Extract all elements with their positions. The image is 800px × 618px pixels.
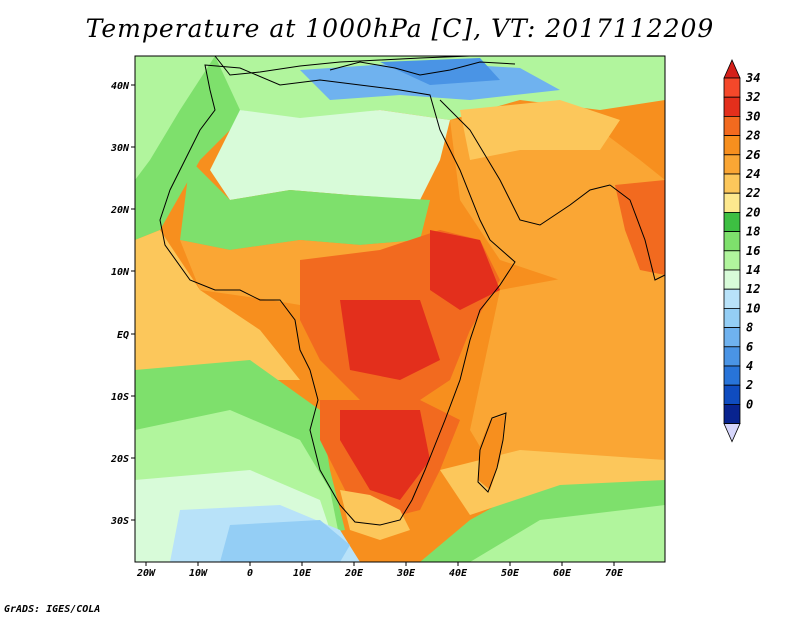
legend-level-label: 22 [745,186,760,200]
legend-level-label: 12 [746,282,760,296]
legend-level-label: 16 [746,244,760,258]
legend-swatch [723,135,741,156]
lon-label: 50E [501,568,520,579]
south-indian-mild [470,505,665,562]
south-atlantic-deep [220,520,350,562]
india-coastline [609,184,666,281]
legend-level-label: 20 [745,205,760,219]
legend-swatch [723,211,741,232]
atlantic-tropical-warm [135,230,300,380]
legend-level-label: 18 [746,225,760,239]
legend-level-label: 34 [745,71,760,85]
legend-level-label: 30 [745,109,760,123]
legend-swatch [723,288,741,309]
temperature-field [135,56,665,562]
legend-swatch [723,154,741,175]
grads-credit: GrADS: IGES/COLA [4,604,101,615]
lon-label: 40E [449,568,468,579]
mediterranean-coastline [329,61,516,76]
lat-label: 30S [110,516,129,527]
legend-swatch [723,192,741,213]
sahara-green [180,160,430,250]
coastlines [159,55,666,526]
arabia-coastline [439,99,611,226]
legend-level-label: 14 [746,263,760,277]
legend-level-label: 10 [746,301,760,315]
lat-label: 20N [110,205,130,216]
legend-level-label: 26 [745,148,760,162]
north-africa-pale [210,110,450,200]
lat-label: 20S [110,454,129,465]
lon-label: 30E [396,568,416,579]
lat-ticks [131,84,135,521]
europe-coastline [214,55,471,76]
legend-swatch [723,173,741,194]
madagascar-warm [478,415,505,490]
map-title: Temperature at 1000hPa [C], VT: 20171122… [85,14,715,43]
atlantic-north-mild [135,56,215,180]
legend-bottom-arrow [723,423,741,443]
lon-label: 20W [136,568,156,579]
east-africa-hottest [430,230,500,310]
arabia-mild [460,100,620,160]
lon-label: 10W [189,568,208,579]
legend-swatch [723,327,741,348]
indian-ocean-warm [470,260,665,480]
legend-level-label: 28 [745,129,760,143]
southern-africa-hottest [340,410,430,500]
africa-coastline [159,64,516,526]
legend-swatch [723,403,741,424]
congo-hottest [340,300,440,380]
lon-label: 10E [293,568,312,579]
legend-level-label: 2 [745,378,753,392]
legend-swatch [723,231,741,252]
lon-label: 70E [605,568,624,579]
legend-swatch [723,116,741,137]
lat-label: EQ [117,330,129,341]
lon-label: 20E [344,568,364,579]
lon-label: 0 [247,568,253,579]
legend-level-label: 0 [746,397,753,411]
madagascar-coastline [477,412,507,493]
lat-label: 30N [110,143,130,154]
legend-swatch [723,384,741,405]
legend-level-label: 24 [745,167,760,181]
plot-frame [134,55,666,563]
lon-label: 60E [553,568,572,579]
lat-label: 10S [111,392,129,403]
legend-swatch [723,365,741,386]
legend-top-arrow [723,59,741,79]
lat-label: 40N [111,81,130,92]
legend-swatch [723,250,741,271]
lon-ticks [145,562,615,566]
longitude-labels: 20W 10W 0 10E 20E 30E 40E 50E 60E 70E [136,568,624,579]
legend-swatch [723,307,741,328]
legend-level-label: 6 [746,340,753,354]
legend-level-label: 32 [745,90,760,104]
legend-swatch [723,77,741,98]
lat-label: 10N [111,267,130,278]
legend-level-label: 8 [746,321,753,335]
latitude-labels: 40N 30N 20N 10N EQ 10S 20S 30S [110,81,130,527]
legend-swatch [723,269,741,290]
cape-mild [340,490,410,540]
legend-level-label: 4 [746,359,753,373]
legend-swatch [723,346,741,367]
legend-swatch [723,96,741,117]
